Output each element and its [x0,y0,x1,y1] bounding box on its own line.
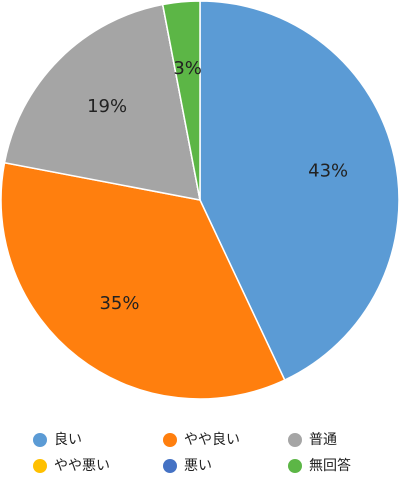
data-label: 35% [99,293,139,314]
legend-marker [288,433,302,447]
legend-label: 悪い [184,458,212,474]
legend-label: 普通 [309,432,337,448]
legend-marker [163,459,177,473]
legend-label: やや良い [184,432,240,448]
legend-marker [33,433,47,447]
legend-label: 無回答 [309,457,351,474]
data-label: 19% [87,96,127,117]
pie-slice [0,161,286,400]
data-label: 3% [173,58,202,79]
legend-marker [288,459,302,473]
legend-marker [163,433,177,447]
legend-label: 良い [54,432,82,448]
legend-marker [33,459,47,473]
pie-slice [3,3,201,201]
legend-label: やや悪い [54,458,110,474]
pie-slice [199,0,400,382]
pie-slice [161,0,201,201]
data-label: 43% [308,160,348,181]
